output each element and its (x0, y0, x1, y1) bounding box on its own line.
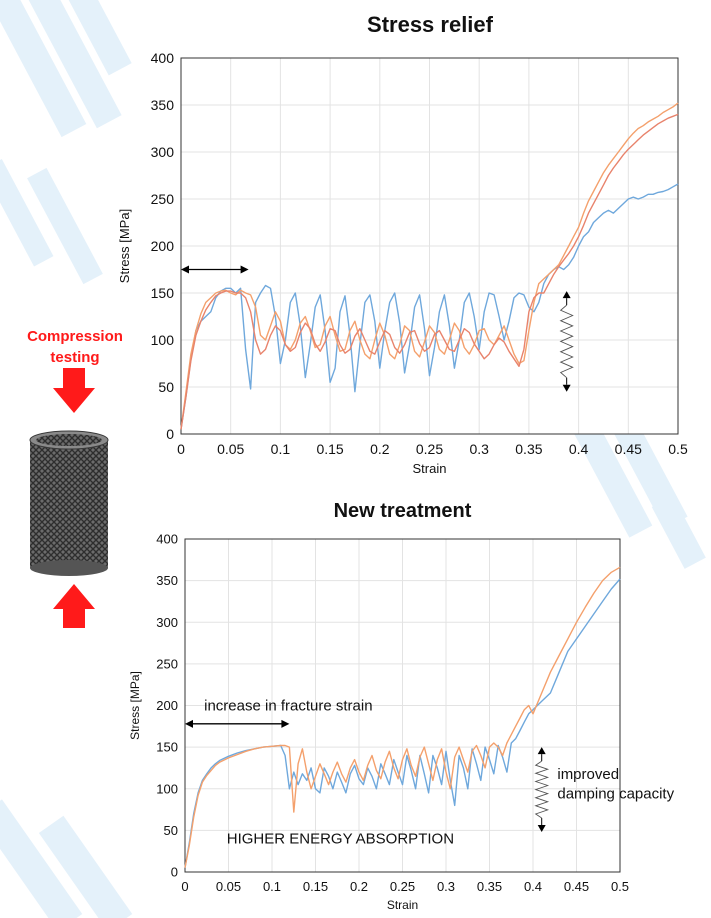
up-arrow-icon (53, 584, 95, 628)
side-illustration (29, 368, 109, 628)
chart2-title: New treatment (333, 500, 472, 522)
down-arrow-icon (53, 368, 95, 413)
compression-label-line2: testing (50, 349, 100, 366)
chart1-title: Stress relief (367, 12, 493, 37)
compression-label-line1: Compression (27, 328, 123, 345)
lattice-cylinder-icon (29, 430, 109, 576)
